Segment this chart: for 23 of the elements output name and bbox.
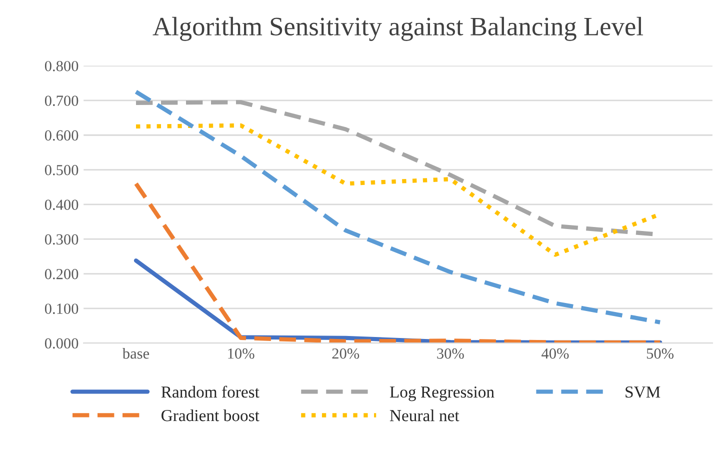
legend-label: Neural net bbox=[390, 410, 460, 422]
legend-label: Gradient boost bbox=[162, 409, 260, 422]
x-tick-label: 10% bbox=[228, 348, 254, 359]
y-tick-label: 0.200 bbox=[44, 268, 78, 280]
chart-title: Algorithm Sensitivity against Balancing Level bbox=[152, 16, 644, 41]
legend-label: SVM bbox=[626, 386, 660, 398]
line-series bbox=[134, 90, 662, 324]
line-series bbox=[134, 182, 662, 344]
x-tick-label: 50% bbox=[646, 348, 674, 359]
x-tick-label: 30% bbox=[437, 348, 464, 359]
x-tick-label: 40% bbox=[542, 348, 569, 359]
y-tick-label: 0.300 bbox=[44, 234, 78, 245]
y-tick-label: 0.600 bbox=[44, 130, 78, 141]
y-tick-label: 0.000 bbox=[44, 338, 78, 349]
y-tick-label: 0.500 bbox=[44, 164, 78, 176]
legend-label: Random forest bbox=[161, 386, 260, 398]
y-tick-label: 0.400 bbox=[44, 200, 78, 210]
y-tick-label: 0.800 bbox=[44, 60, 78, 72]
x-tick-label: base bbox=[122, 348, 150, 359]
x-tick-label: 20% bbox=[332, 348, 360, 359]
legend-label: Log Regression bbox=[390, 386, 494, 402]
y-tick-label: 0.700 bbox=[44, 96, 78, 106]
y-tick-label: 0.100 bbox=[44, 304, 78, 314]
